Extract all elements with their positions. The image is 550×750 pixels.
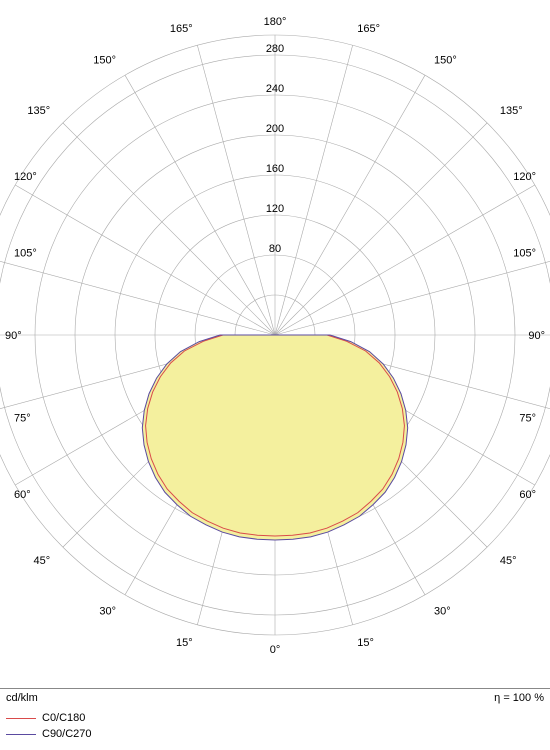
svg-text:240: 240 <box>266 83 284 95</box>
svg-text:45°: 45° <box>33 555 50 567</box>
svg-text:120°: 120° <box>513 171 536 183</box>
svg-text:120: 120 <box>266 203 284 215</box>
svg-text:0°: 0° <box>270 644 281 656</box>
legend-label: C90/C270 <box>42 728 92 740</box>
units-label: cd/klm <box>6 692 38 704</box>
svg-text:150°: 150° <box>434 55 457 67</box>
legend-label: C0/C180 <box>42 712 85 724</box>
svg-text:75°: 75° <box>519 412 536 424</box>
svg-text:135°: 135° <box>500 105 523 117</box>
svg-text:60°: 60° <box>14 489 31 501</box>
svg-text:280: 280 <box>266 43 284 55</box>
svg-text:120°: 120° <box>14 171 37 183</box>
footer-divider <box>0 688 550 689</box>
svg-text:45°: 45° <box>500 555 517 567</box>
svg-text:180°: 180° <box>264 16 287 28</box>
polar-plot-svg: 80 120 160 200 240 280 0° 15° 15° 30° 30° 45° 45° 60°… <box>0 0 550 690</box>
legend-swatch <box>6 734 36 735</box>
svg-text:90°: 90° <box>528 330 545 342</box>
svg-text:135°: 135° <box>27 105 50 117</box>
svg-text:75°: 75° <box>14 412 31 424</box>
svg-text:200: 200 <box>266 123 284 135</box>
svg-text:105°: 105° <box>513 248 536 260</box>
svg-text:15°: 15° <box>357 637 374 649</box>
efficiency-label: η = 100 % <box>494 692 544 704</box>
svg-text:160: 160 <box>266 163 284 175</box>
svg-text:165°: 165° <box>170 23 193 35</box>
svg-text:105°: 105° <box>14 248 37 260</box>
svg-text:60°: 60° <box>519 489 536 501</box>
svg-text:165°: 165° <box>357 23 380 35</box>
svg-text:150°: 150° <box>93 55 116 67</box>
legend-swatch <box>6 718 36 719</box>
photometric-polar-chart: 80 120 160 200 240 280 0° 15° 15° 30° 30° 45° 45° 60°… <box>0 0 550 750</box>
svg-text:90°: 90° <box>5 330 22 342</box>
svg-text:30°: 30° <box>434 605 451 617</box>
svg-text:15°: 15° <box>176 637 193 649</box>
svg-text:30°: 30° <box>99 605 116 617</box>
svg-text:80: 80 <box>269 243 281 255</box>
